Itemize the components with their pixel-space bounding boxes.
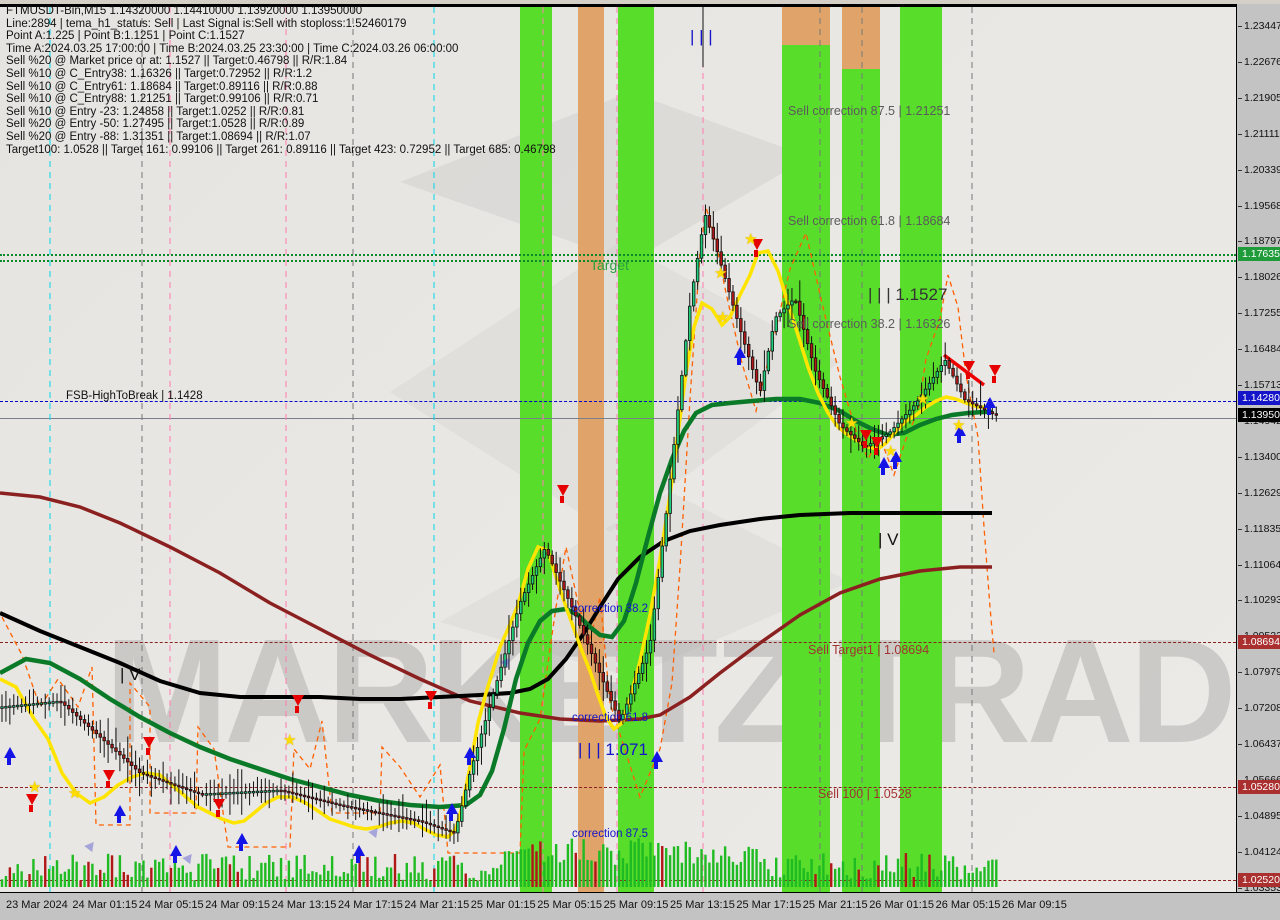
- time-tick: 24 Mar 21:15: [404, 899, 470, 911]
- time-tick: 24 Mar 13:15: [271, 899, 337, 911]
- info-line: Sell %10 @ Entry -23: 1.24858 || Target:…: [6, 105, 305, 118]
- info-line: Time A:2024.03.25 17:00:00 | Time B:2024…: [6, 42, 459, 55]
- price-tick: 1.21905: [1237, 92, 1280, 105]
- target-level-line-2: [0, 260, 1236, 262]
- price-label-fsb-level: 1.14280: [1238, 391, 1280, 405]
- price-tick: 1.11835: [1237, 523, 1280, 536]
- info-line: Sell %20 @ Entry -50: 1.27495 || Target:…: [6, 118, 305, 131]
- time-tick: 25 Mar 01:15: [470, 899, 536, 911]
- annotation-sell-correction-618: Sell correction 61.8 | 1.18684: [788, 214, 951, 228]
- info-line: FTMUSDT-Bin,M15 1.14320000 1.14410000 1.…: [6, 5, 363, 17]
- price-label-sell-target1: 1.08694: [1238, 635, 1280, 649]
- time-tick: 25 Mar 05:15: [537, 899, 603, 911]
- annotation-sell-correction-382: Sell correction 38.2 | 1.16326: [788, 317, 951, 331]
- price-tick: 1.22676: [1237, 56, 1280, 69]
- last-price-line: [0, 418, 1236, 419]
- annotation-fsb-hightobreak: FSB-HighToBreak | 1.1428: [66, 390, 203, 402]
- price-tick: 1.17255: [1237, 307, 1280, 320]
- session-band: [520, 7, 552, 892]
- price-tick: 1.12629: [1237, 487, 1280, 500]
- session-band: [782, 7, 830, 45]
- annotation-wave-marker-left: | V: [120, 665, 141, 684]
- time-tick: 23 Mar 2024: [6, 899, 68, 911]
- price-tick: 1.13400: [1237, 451, 1280, 464]
- price-tick: 1.20339: [1237, 164, 1280, 177]
- price-tick: 1.06437: [1237, 738, 1280, 751]
- price-axis[interactable]: 1.23447 1.22676 1.21905 1.21111 1.20339 1.195…: [1236, 4, 1280, 894]
- time-tick: 25 Mar 17:15: [736, 899, 802, 911]
- price-tick: 1.15713: [1237, 379, 1280, 392]
- time-tick: 24 Mar 17:15: [338, 899, 403, 911]
- price-tick: 1.10293: [1237, 594, 1280, 607]
- sell-target1-line: [0, 642, 1236, 643]
- price-label-target-100: 1.02520: [1238, 873, 1280, 887]
- annotation-sell-target1: Sell Target1 | 1.08694: [808, 643, 930, 657]
- session-band: [618, 7, 654, 892]
- session-band: [578, 7, 604, 892]
- price-label-target-level: 1.17635: [1238, 247, 1280, 261]
- info-line: Sell %10 @ C_Entry88: 1.21251 || Target:…: [6, 93, 319, 106]
- info-line: Target100: 1.0528 || Target 161: 0.99106…: [6, 143, 556, 156]
- annotation-wave-marker-top: | | |: [690, 27, 713, 46]
- session-band: [900, 7, 942, 892]
- price-tick: 1.11064: [1237, 559, 1280, 572]
- annotation-correction-875: correction 87.5: [572, 828, 649, 840]
- time-tick: 25 Mar 13:15: [670, 899, 735, 911]
- price-tick: 1.18797: [1237, 235, 1280, 248]
- price-tick: 1.21111: [1237, 128, 1280, 141]
- time-tick: 24 Mar 09:15: [205, 899, 271, 911]
- time-tick: 26 Mar 05:15: [935, 899, 1001, 911]
- time-tick: 25 Mar 21:15: [802, 899, 868, 911]
- price-tick: 1.04895: [1237, 810, 1280, 823]
- price-tick: 1.23447: [1237, 20, 1280, 33]
- price-tick: 1.16484: [1237, 343, 1280, 356]
- price-tick: 1.07208: [1237, 702, 1280, 715]
- price-label-last-price: 1.13950: [1238, 408, 1280, 422]
- info-line: Sell %20 @ Entry -88: 1.31351 || Target:…: [6, 130, 311, 143]
- annotation-wave-marker-right: | V: [878, 530, 899, 549]
- price-tick: 1.18026: [1237, 271, 1280, 284]
- price-tick: 1.04124: [1237, 846, 1280, 859]
- price-label-sell-100: 1.05280: [1238, 780, 1280, 794]
- sell-100-line: [0, 787, 1236, 788]
- chart-info-header: FTMUSDT-Bin,M15 1.14320000 1.14410000 1.…: [6, 5, 556, 156]
- annotation-correction-618: correction 61.8: [572, 712, 649, 724]
- annotation-correction-382: correction 38.2: [572, 603, 649, 615]
- fsb-hightobreak-line: [0, 401, 1236, 402]
- time-axis[interactable]: 23 Mar 2024 24 Mar 01:15 24 Mar 05:15 24 Ma…: [0, 892, 1280, 920]
- time-tick: 26 Mar 09:15: [1002, 899, 1067, 911]
- info-line: Line:2894 | tema_h1_status: Sell | Last …: [6, 17, 407, 30]
- chart-overlay-vectors: [0, 7, 998, 892]
- price-tick: 1.19568: [1237, 200, 1280, 213]
- time-tick: 25 Mar 09:15: [603, 899, 669, 911]
- info-line: Point A:1.225 | Point B:1.1251 | Point C…: [6, 30, 245, 43]
- time-tick: 24 Mar 01:15: [72, 899, 138, 911]
- time-tick: 26 Mar 01:15: [869, 899, 935, 911]
- price-tick: 1.07979: [1237, 666, 1280, 679]
- target-level-line: [0, 254, 1236, 256]
- annotation-target: Target: [590, 257, 629, 273]
- time-tick: 24 Mar 05:15: [138, 899, 204, 911]
- info-line: Sell %20 @ Market price or at: 1.1527 ||…: [6, 55, 348, 68]
- annotation-point-b-1-071: | | | 1.071: [578, 740, 648, 759]
- session-band: [842, 7, 880, 69]
- annotation-sell-correction-875: Sell correction 87.5 | 1.21251: [788, 104, 951, 118]
- info-line: Sell %10 @ C_Entry61: 1.18684 || Target:…: [6, 80, 318, 93]
- annotation-point-c-1-1527: | | | 1.1527: [868, 285, 948, 304]
- session-band: [782, 7, 830, 892]
- annotation-sell-100: Sell 100 | 1.0528: [818, 787, 912, 801]
- info-line: Sell %10 @ C_Entry38: 1.16326 || Target:…: [6, 67, 312, 80]
